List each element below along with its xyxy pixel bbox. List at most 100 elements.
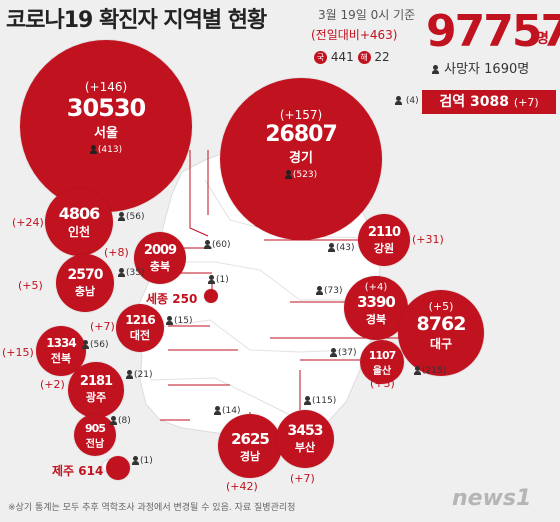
- chungnam-delta: (+5): [18, 279, 43, 292]
- region-name: 경남: [239, 450, 261, 463]
- person-icon: [284, 170, 292, 179]
- region-dot-sejong: [204, 289, 218, 303]
- region-count: 3390: [357, 293, 396, 311]
- jeonbuk-deaths: (56): [82, 340, 108, 350]
- region-name: 전북: [50, 352, 72, 365]
- daejeon-deaths: (15): [166, 316, 192, 326]
- region-circle-chungbuk: 2009 충북: [134, 232, 186, 284]
- gyeongnam-delta: (+42): [226, 480, 258, 493]
- quarantine-deaths: (4): [395, 96, 419, 106]
- chungbuk-delta: (+8): [104, 246, 129, 259]
- region-name: 부산: [294, 441, 316, 454]
- chungbuk-deaths: (60): [204, 240, 230, 250]
- quarantine-badge: 검역 3088 (+7): [422, 90, 556, 114]
- jeju-label: 제주 614: [52, 464, 104, 478]
- region-name: 대전: [129, 329, 151, 342]
- person-icon: [395, 96, 402, 105]
- domestic-overseas-row: 국 441 해 22: [314, 50, 390, 64]
- region-circle-incheon: 4806 인천: [45, 188, 113, 256]
- person-icon: [208, 275, 215, 284]
- ulsan-deaths: (37): [330, 348, 356, 358]
- region-deaths: (413): [20, 145, 192, 155]
- daejeon-delta: (+7): [90, 320, 115, 333]
- region-count: 1107: [368, 349, 397, 362]
- region-delta: (+157): [279, 108, 323, 122]
- sejong-deaths: (1): [208, 275, 229, 285]
- person-icon: [204, 240, 211, 249]
- region-name: 서울: [94, 126, 118, 141]
- region-circle-busan: 3453 부산: [276, 410, 334, 468]
- region-name: 충남: [74, 285, 96, 298]
- region-name: 울산: [372, 366, 392, 377]
- region-deaths: (523): [220, 170, 382, 180]
- person-icon: [126, 370, 133, 379]
- region-count: 2110: [367, 225, 401, 240]
- region-name: 경기: [289, 151, 313, 166]
- person-icon: [414, 366, 421, 375]
- region-count: 30530: [66, 94, 147, 122]
- person-icon: [214, 406, 221, 415]
- region-name: 인천: [67, 225, 91, 239]
- jeonbuk-delta: (+15): [2, 346, 34, 359]
- person-icon: [118, 268, 125, 277]
- quarantine-delta: (+7): [513, 96, 539, 109]
- overseas-chip: 해: [357, 51, 371, 64]
- region-count: 1216: [125, 313, 155, 327]
- gyeongbuk-deaths: (73): [316, 286, 342, 296]
- daegu-deaths: (215): [414, 366, 446, 376]
- jeju-deaths: (1): [132, 456, 153, 466]
- busan-deaths: (115): [304, 396, 336, 406]
- region-circle-daejeon: 1216 대전: [116, 304, 164, 352]
- incheon-deaths: (56): [118, 212, 144, 222]
- person-icon: [89, 145, 97, 154]
- region-name: 광주: [85, 391, 107, 404]
- domestic-count: 441: [330, 50, 354, 64]
- gwangju-delta: (+2): [40, 378, 65, 391]
- region-delta: (+5): [428, 300, 454, 313]
- region-count: 8762: [416, 313, 467, 335]
- person-icon: [118, 212, 125, 221]
- person-icon: [304, 396, 311, 405]
- deaths-text: 사망자 1690명: [444, 62, 530, 77]
- sejong-label: 세종 250: [146, 292, 198, 306]
- person-icon: [330, 348, 337, 357]
- region-circle-daegu: (+5) 8762 대구: [398, 290, 484, 376]
- busan-delta: (+7): [290, 472, 315, 485]
- region-count: 2570: [67, 267, 104, 283]
- region-count: 905: [85, 422, 106, 435]
- region-count: 4806: [58, 204, 101, 223]
- gyeongnam-deaths: (14): [214, 406, 240, 416]
- person-icon: [132, 456, 139, 465]
- gwangju-deaths: (21): [126, 370, 152, 380]
- person-icon: [328, 243, 335, 252]
- region-circle-gyeongbuk: (+4) 3390 경북: [344, 276, 408, 340]
- gangwon-deaths: (43): [328, 243, 354, 253]
- footnote: ※상기 통계는 모두 추후 역학조사 과정에서 변경될 수 있음. 자료 질병관…: [8, 503, 296, 513]
- region-delta: (+4): [364, 282, 388, 293]
- region-name: 강원: [373, 242, 395, 255]
- region-count: 3453: [287, 423, 324, 439]
- region-count: 2625: [231, 430, 270, 448]
- gangwon-delta: (+31): [412, 233, 444, 246]
- region-circle-gangwon: 2110 강원: [358, 214, 410, 266]
- delta-total: (전일대비+463): [311, 28, 398, 42]
- region-circle-jeonnam: 905 전남: [74, 414, 116, 456]
- date-label: 3월 19일 0시 기준: [318, 8, 416, 22]
- total-unit: 명: [536, 31, 549, 47]
- person-icon: [432, 65, 439, 74]
- region-circle-chungnam: 2570 충남: [56, 254, 114, 312]
- region-circle-ulsan: 1107 울산: [360, 340, 404, 384]
- person-icon: [82, 340, 89, 349]
- region-count: 26807: [265, 122, 338, 147]
- quarantine-label: 검역 3088: [439, 94, 509, 110]
- person-icon: [110, 416, 117, 425]
- overseas-count: 22: [374, 50, 390, 64]
- region-name: 대구: [429, 337, 453, 351]
- total-count: 97757: [426, 6, 560, 57]
- region-count: 2181: [79, 374, 113, 389]
- region-dot-jeju: [106, 456, 130, 480]
- region-name: 경북: [365, 313, 387, 326]
- incheon-delta: (+24): [12, 216, 44, 229]
- region-name: 충북: [149, 260, 171, 273]
- region-circle-gwangju: 2181 광주: [68, 362, 124, 418]
